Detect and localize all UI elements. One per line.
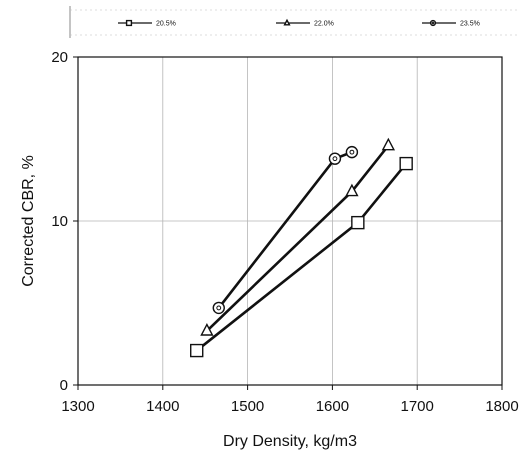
- y-axis-title: Corrected CBR, %: [20, 155, 37, 287]
- data-point-triangle: [381, 137, 396, 151]
- legend: 20.5% 22.0% 23.5%: [69, 6, 520, 38]
- x-tick-label: 1700: [401, 398, 434, 415]
- x-tick-label: 1800: [485, 398, 518, 415]
- data-point-square: [190, 343, 204, 358]
- data-point-circle: [212, 301, 225, 315]
- legend-entry: 20.5%: [118, 19, 176, 28]
- x-tick-label: 1300: [61, 398, 94, 415]
- series-line: [205, 144, 390, 332]
- data-point-square: [399, 156, 413, 171]
- series-square: [190, 156, 413, 358]
- legend-entry: 22.0%: [276, 18, 334, 28]
- x-tick-label: 1500: [231, 398, 264, 415]
- legend-marker-square: [125, 19, 133, 27]
- y-tick-label: 0: [60, 377, 68, 394]
- legend-marker-triangle: [283, 18, 291, 26]
- x-axis-title: Dry Density, kg/m3: [223, 433, 357, 450]
- gridlines: [78, 57, 502, 385]
- axis-ticks: 1300 1400 1500 1600 1700 1800 0 10 20: [51, 49, 518, 415]
- series-line: [217, 150, 353, 309]
- legend-marker-circle: [429, 19, 437, 27]
- legend-entry: 23.5%: [422, 19, 480, 28]
- data-point-triangle: [345, 183, 359, 197]
- legend-label: 23.5%: [460, 21, 480, 28]
- series-line: [195, 162, 408, 352]
- x-tick-label: 1600: [316, 398, 349, 415]
- y-tick-label: 10: [51, 213, 68, 230]
- y-tick-label: 20: [51, 49, 68, 66]
- data-point-square: [351, 215, 365, 230]
- data-point-circle: [345, 145, 359, 159]
- series-circle: [212, 145, 359, 315]
- legend-label: 20.5%: [156, 21, 176, 28]
- series-group: [190, 137, 413, 358]
- series-triangle: [200, 137, 396, 336]
- data-point-circle: [328, 152, 342, 165]
- legend-label: 22.0%: [314, 21, 334, 28]
- data-point-triangle: [200, 323, 214, 336]
- x-tick-label: 1400: [146, 398, 179, 415]
